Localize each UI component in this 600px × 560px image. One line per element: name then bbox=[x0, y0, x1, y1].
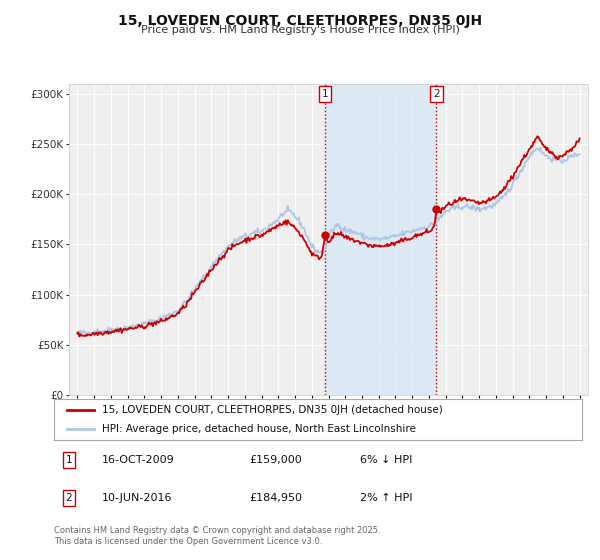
Text: £184,950: £184,950 bbox=[250, 493, 302, 503]
Text: 16-OCT-2009: 16-OCT-2009 bbox=[101, 455, 174, 465]
Text: 2: 2 bbox=[65, 493, 72, 503]
Text: 1: 1 bbox=[65, 455, 72, 465]
Text: 1: 1 bbox=[322, 88, 328, 99]
Text: HPI: Average price, detached house, North East Lincolnshire: HPI: Average price, detached house, Nort… bbox=[101, 424, 415, 433]
Text: 2% ↑ HPI: 2% ↑ HPI bbox=[360, 493, 413, 503]
Text: 6% ↓ HPI: 6% ↓ HPI bbox=[360, 455, 413, 465]
Text: 15, LOVEDEN COURT, CLEETHORPES, DN35 0JH: 15, LOVEDEN COURT, CLEETHORPES, DN35 0JH bbox=[118, 14, 482, 28]
Bar bbox=[325, 84, 436, 395]
Text: Price paid vs. HM Land Registry's House Price Index (HPI): Price paid vs. HM Land Registry's House … bbox=[140, 25, 460, 35]
Text: £159,000: £159,000 bbox=[250, 455, 302, 465]
Text: Contains HM Land Registry data © Crown copyright and database right 2025.
This d: Contains HM Land Registry data © Crown c… bbox=[54, 526, 380, 546]
Text: 2: 2 bbox=[433, 88, 440, 99]
Text: 15, LOVEDEN COURT, CLEETHORPES, DN35 0JH (detached house): 15, LOVEDEN COURT, CLEETHORPES, DN35 0JH… bbox=[101, 405, 442, 415]
Text: 10-JUN-2016: 10-JUN-2016 bbox=[101, 493, 172, 503]
